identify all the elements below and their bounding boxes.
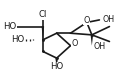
Text: O: O bbox=[84, 16, 90, 25]
Polygon shape bbox=[91, 35, 93, 46]
Text: HO: HO bbox=[50, 62, 63, 71]
Text: HO: HO bbox=[11, 35, 24, 44]
Polygon shape bbox=[55, 58, 58, 66]
Text: O: O bbox=[72, 39, 78, 48]
Text: Cl: Cl bbox=[39, 10, 47, 19]
Text: OH: OH bbox=[93, 42, 105, 51]
Polygon shape bbox=[42, 27, 44, 40]
Text: HO: HO bbox=[3, 22, 17, 31]
Text: OH: OH bbox=[102, 15, 114, 24]
